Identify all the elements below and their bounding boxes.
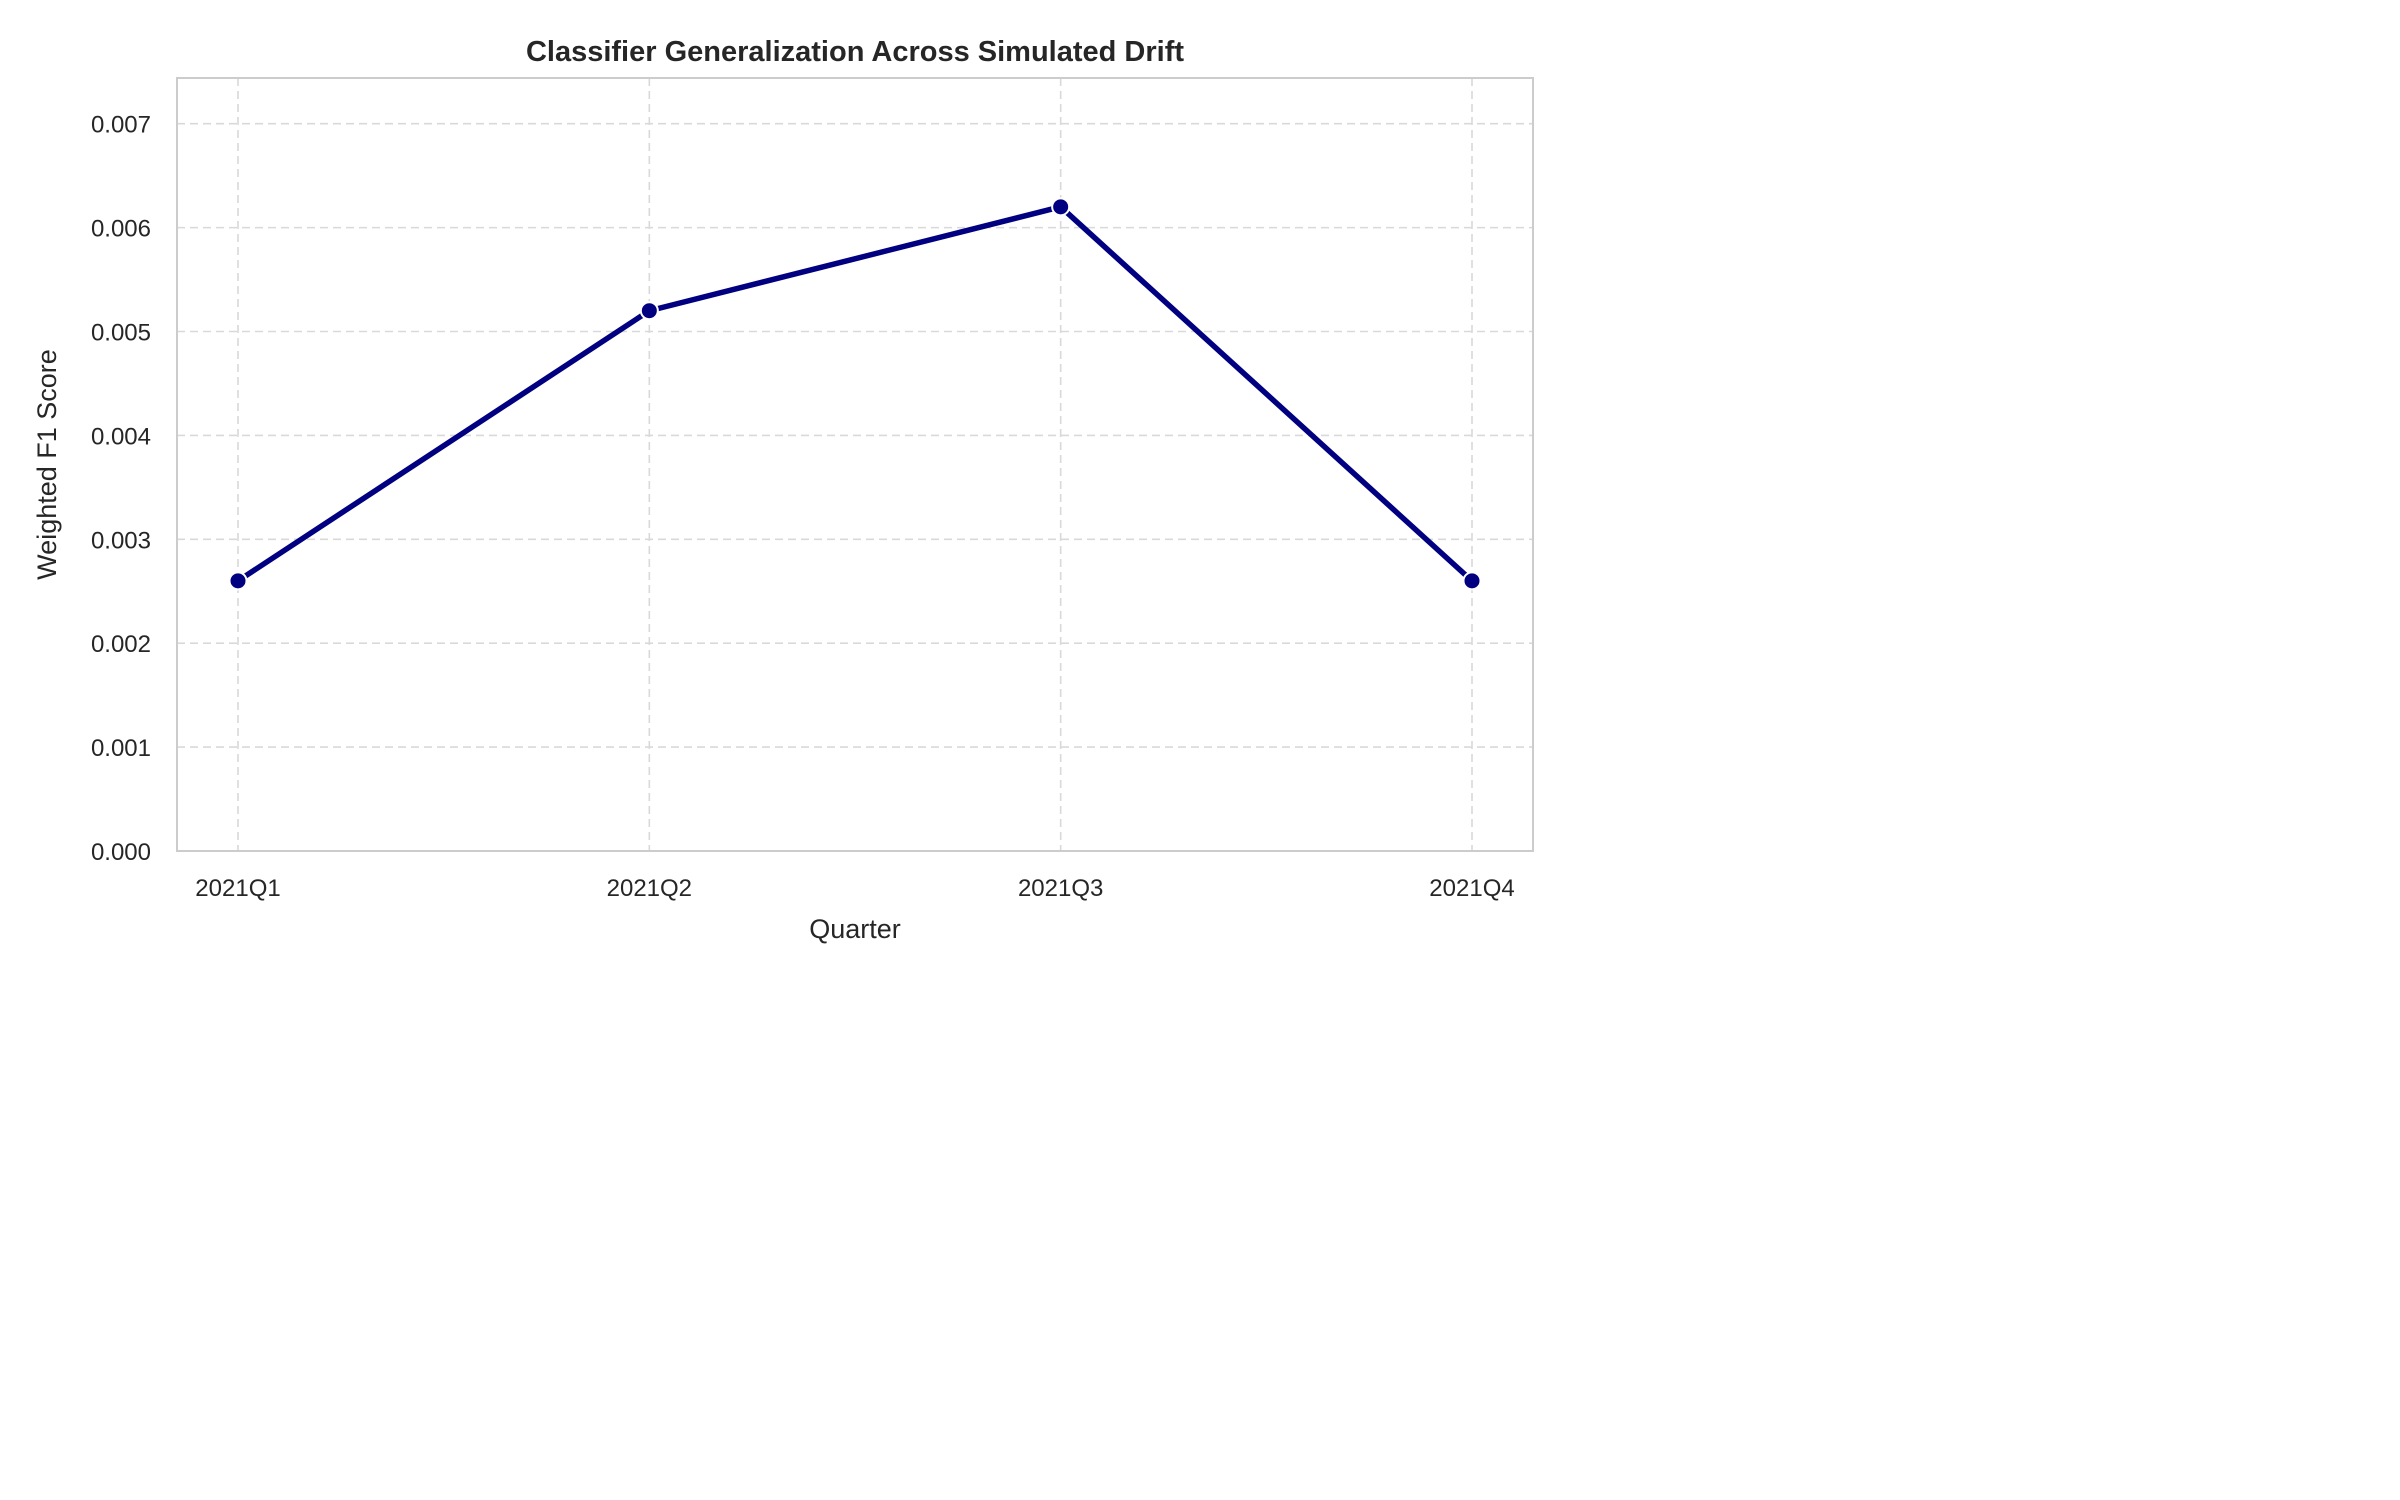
- series-layer: [228, 197, 1482, 591]
- grid: [177, 78, 1533, 852]
- chart-container: 0.000 0.001 0.002 0.003 0.004 0.005 0.006 0.007…: [0, 0, 1564, 978]
- y-tick-label: 0.007: [91, 112, 151, 139]
- y-tick-label: 0.006: [91, 216, 151, 243]
- line-chart: 0.000 0.001 0.002 0.003 0.004 0.005 0.006 0.007…: [32, 36, 1534, 944]
- y-tick-label: 0.004: [91, 423, 151, 450]
- y-tick-label: 0.005: [91, 320, 151, 347]
- x-axis-label: Quarter: [809, 914, 901, 944]
- data-point: [228, 571, 248, 591]
- y-tick-label: 0.002: [91, 631, 151, 658]
- series-line: [235, 204, 1475, 584]
- y-axis-ticks: 0.000 0.001 0.002 0.003 0.004 0.005 0.006 0.007: [91, 112, 151, 866]
- y-axis-label: Weighted F1 Score: [32, 349, 62, 580]
- data-point: [1051, 197, 1071, 217]
- y-tick-label: 0.003: [91, 527, 151, 554]
- y-tick-label: 0.000: [91, 839, 151, 866]
- x-tick-label: 2021Q2: [607, 875, 692, 902]
- x-axis-ticks: 2021Q1 2021Q2 2021Q3 2021Q4: [195, 875, 1514, 902]
- chart-title: Classifier Generalization Across Simulat…: [526, 36, 1184, 68]
- plot-frame: [176, 77, 1534, 852]
- x-tick-label: 2021Q4: [1429, 875, 1514, 902]
- data-point: [639, 301, 659, 321]
- x-tick-label: 2021Q1: [195, 875, 280, 902]
- x-tick-label: 2021Q3: [1018, 875, 1103, 902]
- y-tick-label: 0.001: [91, 735, 151, 762]
- data-point: [1462, 571, 1482, 591]
